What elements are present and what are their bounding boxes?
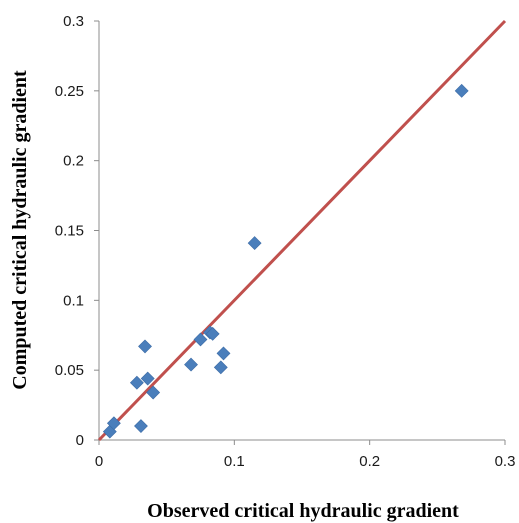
- data-point: [184, 357, 198, 372]
- x-tick-label: 0.1: [224, 453, 245, 470]
- y-tick-label: 0.1: [63, 292, 84, 309]
- y-tick-label: 0.05: [55, 362, 84, 379]
- y-tick-label: 0.2: [63, 153, 84, 170]
- reference-line: [97, 19, 507, 442]
- x-axis-title: Observed critical hydraulic gradient: [147, 500, 459, 522]
- data-points: [102, 83, 469, 439]
- data-point: [138, 339, 152, 354]
- x-tick-label: 0.3: [495, 453, 516, 470]
- data-point: [129, 375, 144, 390]
- y-tick-label: 0.15: [55, 223, 84, 240]
- data-point: [205, 326, 220, 341]
- data-point: [146, 385, 161, 400]
- data-point: [247, 236, 262, 250]
- data-point: [193, 332, 208, 347]
- y-tick-label: 0.3: [63, 13, 84, 30]
- y-tick-label: 0: [76, 432, 84, 449]
- y-axis-title: Computed critical hydraulic gradient: [9, 70, 31, 390]
- data-point: [213, 360, 228, 375]
- x-tick-label: 0.2: [359, 453, 380, 470]
- data-point: [134, 419, 148, 433]
- data-point: [454, 83, 469, 98]
- data-point: [106, 416, 121, 431]
- y-tick-label: 0.25: [55, 83, 84, 100]
- x-tick-label: 0: [95, 453, 103, 470]
- data-point: [216, 346, 231, 361]
- x-ticks: 0 0.1 0.2 0.3: [95, 440, 516, 470]
- y-ticks: 0 0.05 0.1 0.15 0.2 0.25 0.3: [55, 13, 99, 449]
- data-point: [140, 371, 155, 386]
